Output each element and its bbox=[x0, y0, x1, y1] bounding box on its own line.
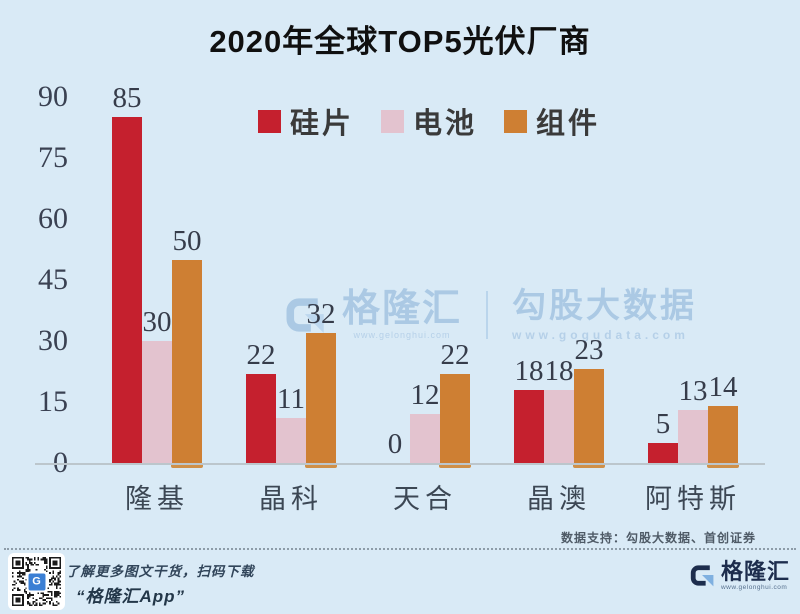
bar-groups: 85 30 50 22 11 32 0 12 22 18 18 23 5 13 14 bbox=[90, 83, 760, 469]
value-label: 18 bbox=[544, 354, 574, 387]
watermark-g-icon bbox=[286, 298, 324, 333]
value-label: 14 bbox=[708, 371, 738, 404]
value-label: 18 bbox=[514, 354, 544, 387]
legend-swatch bbox=[504, 109, 528, 133]
value-label: 85 bbox=[112, 82, 142, 115]
bar-slot: 18 bbox=[544, 97, 574, 463]
y-tick-label: 60 bbox=[38, 202, 68, 235]
legend-label: 电池 bbox=[413, 108, 478, 140]
center-watermark: 格隆汇 www.gelonghui.com 勾股大数据 www.gogudata… bbox=[280, 289, 697, 341]
y-tick-label: 0 bbox=[0, 447, 68, 479]
category-label-晶澳: 晶澳 bbox=[527, 484, 591, 514]
value-label: 0 bbox=[387, 428, 403, 460]
bar-slot: 14 bbox=[707, 97, 739, 468]
bar-slot: 22 bbox=[246, 97, 276, 463]
value-label: 50 bbox=[172, 224, 202, 257]
qr-code: G bbox=[8, 553, 65, 610]
value-label: 22 bbox=[440, 338, 470, 371]
value-label: 30 bbox=[142, 306, 172, 338]
legend-item-组件: 组件 bbox=[504, 100, 600, 142]
y-tick-label: 45 bbox=[38, 263, 68, 296]
bar-slot: 30 bbox=[142, 97, 172, 463]
bar-group-2: 22 11 32 bbox=[224, 97, 358, 469]
legend-swatch bbox=[258, 109, 281, 133]
bar-slot: 0 bbox=[380, 97, 410, 463]
bar-组件-晶科 bbox=[305, 332, 337, 469]
legend-label: 硅片 bbox=[290, 108, 355, 140]
legend-item-硅片: 硅片 bbox=[258, 100, 354, 142]
y-tick-label: 15 bbox=[38, 385, 68, 418]
brand-logo: 格隆汇 www.gelonghui.com bbox=[687, 561, 790, 592]
y-tick-label: 30 bbox=[38, 324, 68, 357]
value-label: 5 bbox=[655, 407, 671, 440]
bar-组件-阿特斯 bbox=[707, 406, 739, 468]
legend-label: 组件 bbox=[536, 108, 601, 140]
legend: 硅片 电池 组件 bbox=[258, 100, 600, 142]
category-label-隆基: 隆基 bbox=[125, 484, 189, 514]
bar-slot: 11 bbox=[276, 97, 306, 463]
bar-硅片-晶澳 bbox=[514, 389, 544, 463]
bar-slot: 5 bbox=[648, 97, 678, 463]
value-label: 12 bbox=[410, 379, 440, 412]
category-labels: 隆基 晶科 天合 晶澳 阿特斯 bbox=[90, 477, 760, 516]
bar-电池-晶澳 bbox=[544, 389, 574, 463]
dotted-divider bbox=[4, 548, 796, 550]
bar-slot: 18 bbox=[514, 97, 544, 463]
bar-电池-隆基 bbox=[142, 341, 172, 463]
value-label: 23 bbox=[574, 334, 604, 367]
bar-slot: 13 bbox=[678, 97, 708, 463]
plot-area: 格隆汇 www.gelonghui.com 勾股大数据 www.gogudata… bbox=[35, 83, 765, 469]
watermark-brand-url: www.gelonghui.com bbox=[353, 330, 451, 340]
bar-硅片-晶科 bbox=[246, 373, 276, 463]
bar-slot: 23 bbox=[573, 97, 605, 468]
bar-组件-天合 bbox=[439, 373, 471, 469]
watermark-divider bbox=[486, 291, 489, 339]
value-label: 11 bbox=[277, 383, 305, 416]
bar-硅片-隆基 bbox=[112, 117, 142, 463]
bar-电池-天合 bbox=[410, 414, 440, 463]
value-label: 13 bbox=[678, 375, 708, 408]
category-label-天合: 天合 bbox=[393, 484, 457, 514]
legend-item-电池: 电池 bbox=[381, 100, 477, 142]
bar-group-4: 18 18 23 bbox=[492, 97, 626, 468]
watermark-partner-url: www.gogudata.com bbox=[512, 328, 689, 342]
y-axis: 0 15 30 45 60 75 90 bbox=[0, 81, 68, 479]
footer-caption-line2: “格隆汇App” bbox=[76, 587, 186, 606]
watermark-brand: 格隆汇 bbox=[342, 288, 463, 330]
qr-g-badge: G bbox=[26, 571, 47, 592]
bar-slot: 85 bbox=[112, 83, 142, 463]
category-label-阿特斯: 阿特斯 bbox=[645, 484, 741, 514]
category-label-晶科: 晶科 bbox=[259, 484, 323, 514]
brand-g-icon bbox=[690, 565, 714, 587]
legend-swatch bbox=[381, 109, 405, 133]
source-note: 数据支持：勾股大数据、首创证券 bbox=[560, 531, 756, 545]
bar-slot: 12 bbox=[410, 97, 440, 463]
bar-group-3: 0 12 22 bbox=[358, 97, 492, 469]
brand-url: www.gelonghui.com bbox=[720, 584, 788, 591]
value-label: 32 bbox=[306, 297, 336, 330]
bar-slot: 50 bbox=[171, 97, 203, 469]
value-label: 22 bbox=[246, 338, 276, 371]
chart-title: 2020年全球TOP5光伏厂商 bbox=[209, 24, 591, 59]
x-axis-line bbox=[35, 463, 765, 465]
bar-电池-阿特斯 bbox=[678, 410, 708, 463]
bar-硅片-阿特斯 bbox=[648, 442, 678, 463]
bar-组件-隆基 bbox=[171, 259, 203, 469]
y-tick-label: 90 bbox=[38, 80, 68, 113]
brand-name: 格隆汇 bbox=[720, 559, 790, 584]
bar-group-1: 85 30 50 bbox=[90, 83, 224, 469]
bar-group-5: 5 13 14 bbox=[626, 97, 760, 468]
watermark-partner: 勾股大数据 bbox=[512, 287, 698, 325]
bar-电池-晶科 bbox=[276, 418, 306, 463]
bar-slot: 22 bbox=[439, 97, 471, 469]
bar-组件-晶澳 bbox=[573, 369, 605, 468]
y-tick-label: 75 bbox=[38, 141, 68, 174]
bar-slot: 32 bbox=[305, 97, 337, 469]
footer-caption-line1: 了解更多图文干货，扫码下载 bbox=[66, 564, 255, 579]
